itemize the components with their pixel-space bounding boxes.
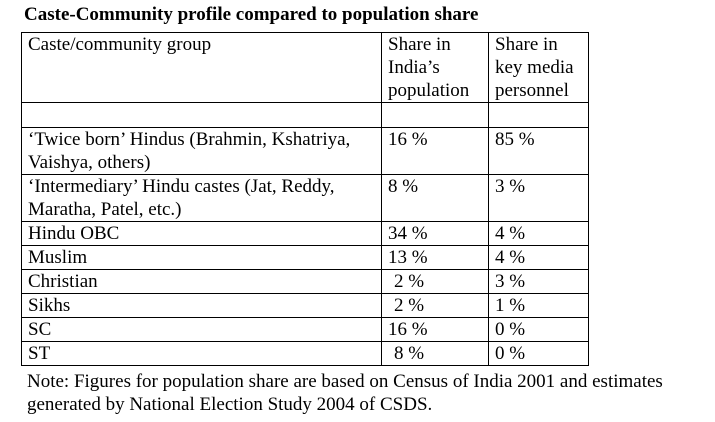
group-cell: Muslim	[21, 245, 382, 270]
group-cell: Christian	[21, 269, 382, 294]
population-cell: 16 %	[381, 317, 489, 342]
population-cell: 2 %	[381, 293, 489, 318]
table-row: Christian 2 % 3 %	[21, 269, 589, 294]
media-cell: 1 %	[488, 293, 589, 318]
media-cell: 0 %	[488, 317, 589, 342]
header-group: Caste/community group	[21, 32, 382, 103]
media-cell: 4 %	[488, 245, 589, 270]
table-row: SC 16 % 0 %	[21, 317, 589, 342]
media-cell: 3 %	[488, 269, 589, 294]
population-cell: 16 %	[381, 127, 489, 175]
population-cell: 8 %	[381, 341, 489, 366]
table-row: Sikhs 2 % 1 %	[21, 293, 589, 318]
blank-row	[21, 102, 589, 128]
media-cell: 0 %	[488, 341, 589, 366]
media-cell: 3 %	[488, 174, 589, 222]
table-row: ‘Intermediary’ Hindu castes (Jat, Reddy,…	[21, 174, 589, 222]
media-cell: 4 %	[488, 221, 589, 246]
population-cell: 13 %	[381, 245, 489, 270]
header-media-share: Share in key media personnel	[488, 32, 589, 103]
caste-profile-table: Caste/community group Share in India’s p…	[21, 32, 589, 366]
group-cell: Sikhs	[21, 293, 382, 318]
population-cell: 34 %	[381, 221, 489, 246]
group-cell: SC	[21, 317, 382, 342]
group-cell: ‘Intermediary’ Hindu castes (Jat, Reddy,…	[21, 174, 382, 222]
population-cell: 8 %	[381, 174, 489, 222]
table-row: ST 8 % 0 %	[21, 341, 589, 366]
group-cell: ST	[21, 341, 382, 366]
header-population-share: Share in India’s population	[381, 32, 489, 103]
group-cell: Hindu OBC	[21, 221, 382, 246]
group-cell: ‘Twice born’ Hindus (Brahmin, Kshatriya,…	[21, 127, 382, 175]
media-cell: 85 %	[488, 127, 589, 175]
table-row: ‘Twice born’ Hindus (Brahmin, Kshatriya,…	[21, 127, 589, 175]
table-row: Hindu OBC 34 % 4 %	[21, 221, 589, 246]
table-row: Muslim 13 % 4 %	[21, 245, 589, 270]
table-note: Note: Figures for population share are b…	[27, 371, 663, 415]
population-cell: 2 %	[381, 269, 489, 294]
table-title: Caste-Community profile compared to popu…	[24, 4, 479, 25]
header-row: Caste/community group Share in India’s p…	[21, 32, 589, 103]
